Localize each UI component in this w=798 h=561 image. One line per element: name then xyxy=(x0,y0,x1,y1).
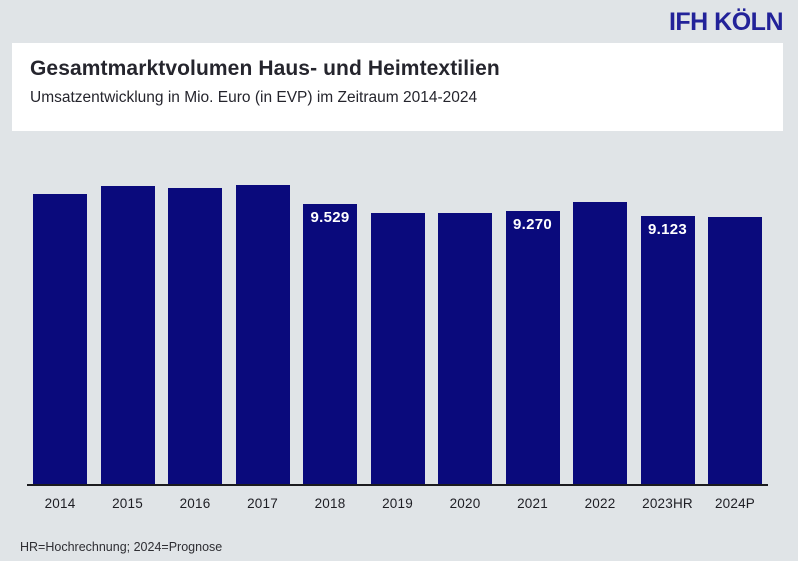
bar-value-label-2021: 9.270 xyxy=(512,216,553,233)
bar-2017 xyxy=(235,185,290,485)
x-tick-2024p: 2024P xyxy=(714,496,756,511)
bar-group-2024p xyxy=(708,217,762,485)
x-tick-2022: 2022 xyxy=(584,496,616,511)
x-tick-2014: 2014 xyxy=(44,496,76,511)
page-subtitle: Umsatzentwicklung in Mio. Euro (in EVP) … xyxy=(30,89,478,106)
bar-2016 xyxy=(168,188,222,485)
bar-2022 xyxy=(573,202,627,485)
x-tick-2018: 2018 xyxy=(314,496,346,511)
bar-2019 xyxy=(370,213,425,485)
x-tick-2021: 2021 xyxy=(517,496,548,511)
x-tick-2016: 2016 xyxy=(179,496,211,511)
bar-chart: 9.529 9.270 9.123 xyxy=(33,0,762,485)
bar-group-2020 xyxy=(438,213,492,485)
x-tick-2015: 2015 xyxy=(112,496,143,511)
bar-group-2021: 9.270 xyxy=(505,211,560,485)
bar-group-2022 xyxy=(573,202,627,485)
bar-2024p xyxy=(708,217,762,485)
footnote: HR=Hochrechnung; 2024=Prognose xyxy=(20,540,223,554)
bar-group-2019 xyxy=(370,213,425,485)
bar-value-label-2018: 9.529 xyxy=(310,209,350,226)
x-axis-labels: 2014 2015 2016 2017 2018 2019 2020 2021 … xyxy=(33,496,762,511)
page-title: Gesamtmarktvolumen Haus- und Heimtextili… xyxy=(30,57,500,80)
header-card: Gesamtmarktvolumen Haus- und Heimtextili… xyxy=(12,43,783,131)
bar-2020 xyxy=(438,213,492,485)
bar-group-2014 xyxy=(33,194,87,485)
bar-group-2015 xyxy=(100,186,155,485)
bar-2014 xyxy=(33,194,87,485)
bar-2023hr: 9.123 xyxy=(640,216,695,485)
bar-group-2023hr: 9.123 xyxy=(640,216,695,485)
x-tick-2017: 2017 xyxy=(247,496,278,511)
bar-2018: 9.529 xyxy=(303,204,357,485)
bar-group-2018: 9.529 xyxy=(303,204,357,485)
bar-group-2017 xyxy=(235,185,290,485)
ifh-koeln-logo: IFH KÖLN xyxy=(668,8,784,36)
x-axis-line xyxy=(27,484,768,486)
x-tick-2020: 2020 xyxy=(449,496,481,511)
bar-value-label-2023hr: 9.123 xyxy=(647,221,688,238)
x-tick-2023hr: 2023HR xyxy=(642,496,693,511)
bar-group-2016 xyxy=(168,188,222,485)
bar-2021: 9.270 xyxy=(505,211,560,485)
x-tick-2019: 2019 xyxy=(382,496,413,511)
bar-2015 xyxy=(100,186,155,485)
